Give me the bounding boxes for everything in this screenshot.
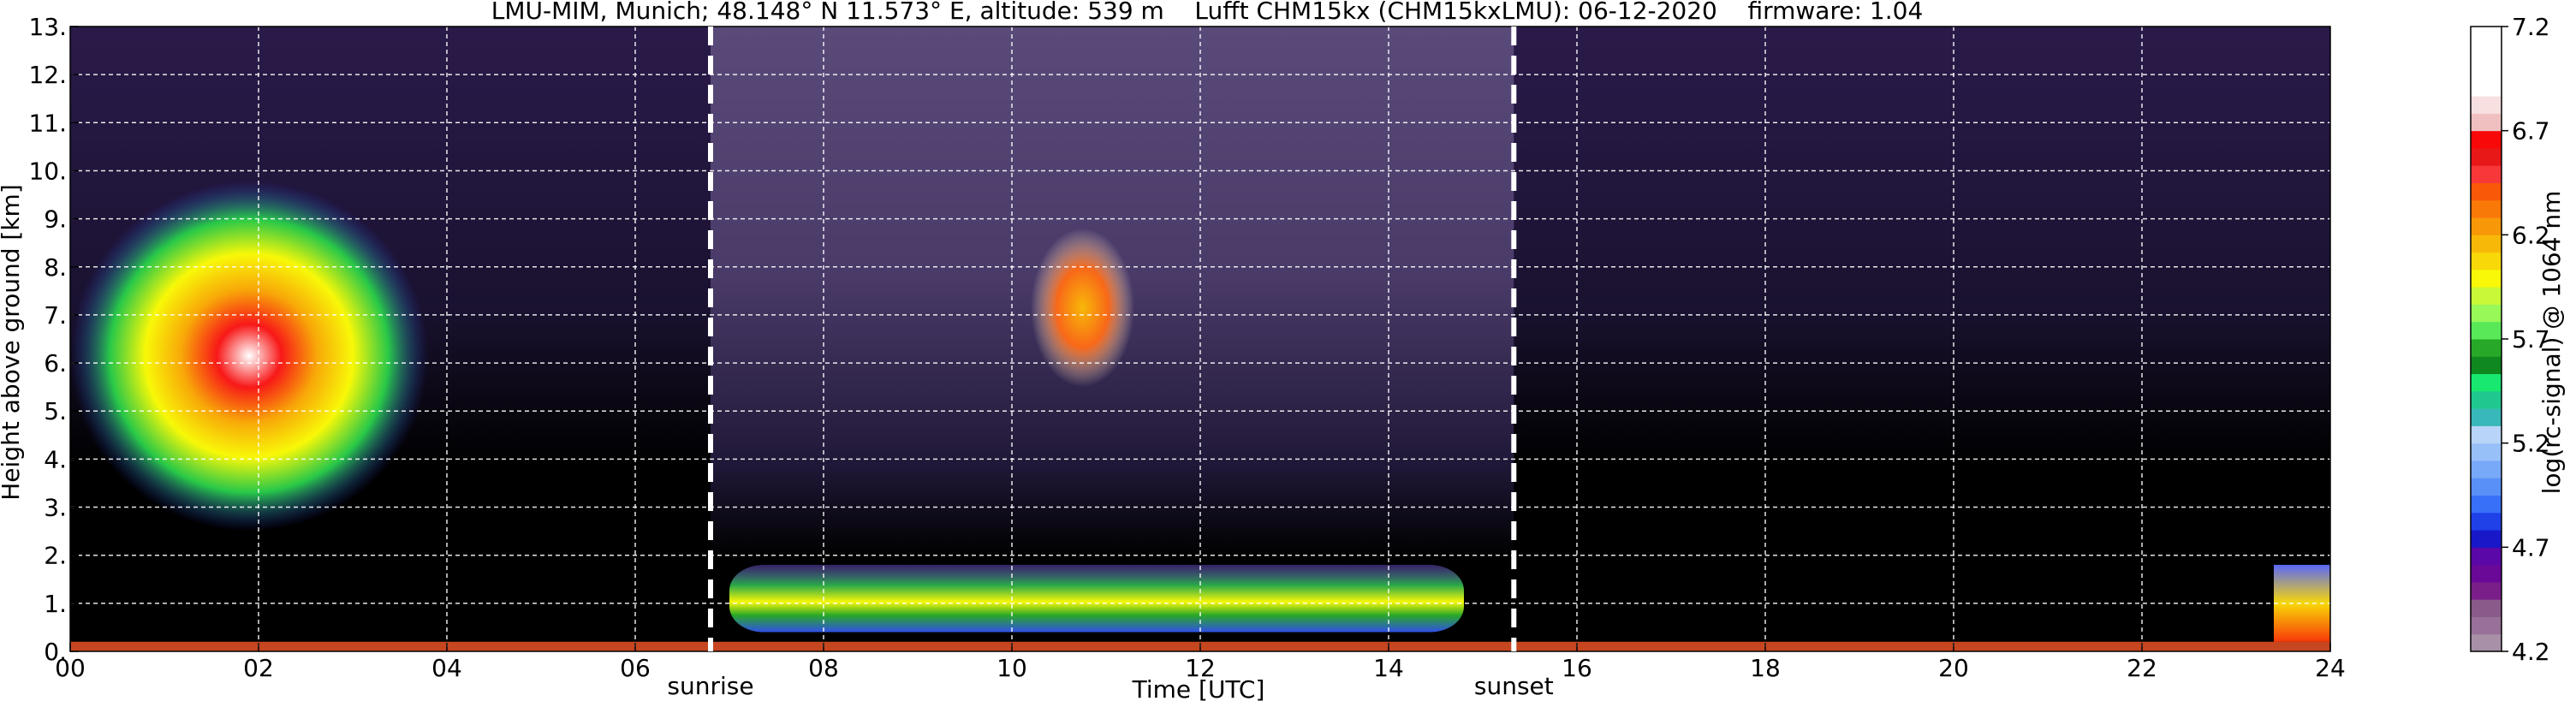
y-axis-ticks: 0. 1. 2. 3. 4. 5. 6. 7. 8. 9. 10. 11. 12. 13.	[28, 13, 79, 666]
colorbar-tick-label: 6.2	[2512, 221, 2550, 249]
mid-level-cloud	[1031, 228, 1134, 388]
x-tick-label: 04	[431, 654, 462, 682]
colorbar-tick-label: 5.7	[2512, 325, 2550, 354]
colorbar-segment	[2471, 252, 2502, 270]
x-tick-label: 18	[1750, 654, 1781, 682]
y-tick-label: 0.	[44, 638, 67, 666]
colorbar-segment	[2471, 495, 2502, 514]
colorbar-tick-label: 4.2	[2512, 638, 2550, 666]
chart-title: LMU-MIM, Munich; 48.148° N 11.573° E, al…	[491, 0, 1924, 25]
x-axis-label: Time [UTC]	[1132, 675, 1265, 704]
y-tick-label: 2.	[44, 542, 67, 570]
event-markers: sunrise sunset	[667, 27, 1554, 700]
colorbar-segment	[2471, 356, 2502, 375]
colorbar-tick-label: 5.2	[2512, 430, 2550, 458]
colorbar-segment	[2471, 339, 2502, 357]
x-tick-label: 22	[2127, 654, 2157, 682]
colorbar-tick-label: 7.2	[2512, 13, 2550, 41]
colorbar-segment	[2471, 460, 2502, 478]
y-tick-label: 10.	[28, 157, 67, 185]
colorbar-segment	[2471, 182, 2502, 201]
colorbar-segment	[2471, 61, 2502, 80]
y-tick-label: 9.	[44, 205, 67, 234]
colorbar-segment	[2471, 44, 2502, 62]
colorbar-segment	[2471, 425, 2502, 444]
colorbar-segment	[2471, 304, 2502, 323]
colorbar-segment	[2471, 130, 2502, 149]
y-tick-label: 3.	[44, 494, 67, 522]
colorbar-segment	[2471, 199, 2502, 218]
colorbar-segment	[2471, 287, 2502, 305]
boundary-layer-aerosol	[729, 564, 1464, 633]
y-tick-label: 11.	[28, 109, 67, 137]
colorbar-segment	[2471, 78, 2502, 97]
colorbar-segment	[2471, 564, 2502, 583]
y-tick-label: 5.	[44, 397, 67, 425]
colorbar-segment	[2471, 165, 2502, 183]
x-tick-label: 24	[2315, 654, 2346, 682]
colorbar-segment	[2471, 547, 2502, 566]
colorbar-segment	[2471, 235, 2502, 253]
x-axis-ticks: 00 02 04 06 08 10 12 14 16 18 20 22 24	[55, 643, 2346, 682]
x-tick-label: 14	[1373, 654, 1404, 682]
colorbar-segment	[2471, 512, 2502, 531]
cirrus-cloud	[70, 180, 428, 532]
x-tick-label: 02	[243, 654, 274, 682]
y-tick-label: 7.	[44, 301, 67, 330]
colorbar-segment	[2471, 390, 2502, 409]
x-tick-label: 20	[1938, 654, 1969, 682]
grid	[69, 26, 2331, 652]
colorbar-segment	[2471, 443, 2502, 461]
y-tick-label: 1.	[44, 590, 67, 618]
sunset-label: sunset	[1474, 672, 1554, 700]
colorbar-segment	[2471, 478, 2502, 496]
colorbar-segment	[2471, 599, 2502, 617]
colorbar-segment	[2471, 616, 2502, 635]
colorbar-label: log(rc-signal) @ 1064 nm	[2537, 191, 2566, 495]
colorbar-tick-label: 4.7	[2512, 533, 2550, 561]
colorbar-segment	[2471, 269, 2502, 288]
colorbar-segment	[2471, 113, 2502, 132]
x-tick-label: 08	[808, 654, 839, 682]
x-tick-label: 16	[1562, 654, 1592, 682]
colorbar-segment	[2471, 147, 2502, 166]
colorbar-segment	[2471, 217, 2502, 235]
colorbar-segment	[2471, 96, 2502, 114]
colorbar-segment	[2471, 581, 2502, 600]
y-tick-label: 4.	[44, 445, 67, 473]
y-tick-label: 13.	[28, 13, 67, 41]
colorbar-segment	[2471, 373, 2502, 392]
y-tick-label: 8.	[44, 253, 67, 282]
y-tick-label: 12.	[28, 61, 67, 89]
colorbar-segment	[2471, 321, 2502, 340]
colorbar-segment	[2471, 27, 2502, 45]
x-tick-label: 12	[1185, 654, 1216, 682]
colorbar	[2470, 26, 2502, 652]
colorbar-ticks: 4.2 4.7 5.2 5.7 6.2 6.7 7.2	[2502, 13, 2550, 666]
x-tick-label: 00	[55, 654, 86, 682]
colorbar-tick-label: 6.7	[2512, 117, 2550, 146]
x-tick-label: 06	[620, 654, 651, 682]
sunrise-label: sunrise	[667, 672, 753, 700]
colorbar-segment	[2471, 530, 2502, 548]
colorbar-segment	[2471, 408, 2502, 426]
y-tick-label: 6.	[44, 349, 67, 377]
x-tick-label: 10	[996, 654, 1027, 682]
y-axis-label: Height above ground [km]	[0, 184, 25, 501]
colorbar-segment	[2471, 633, 2502, 652]
